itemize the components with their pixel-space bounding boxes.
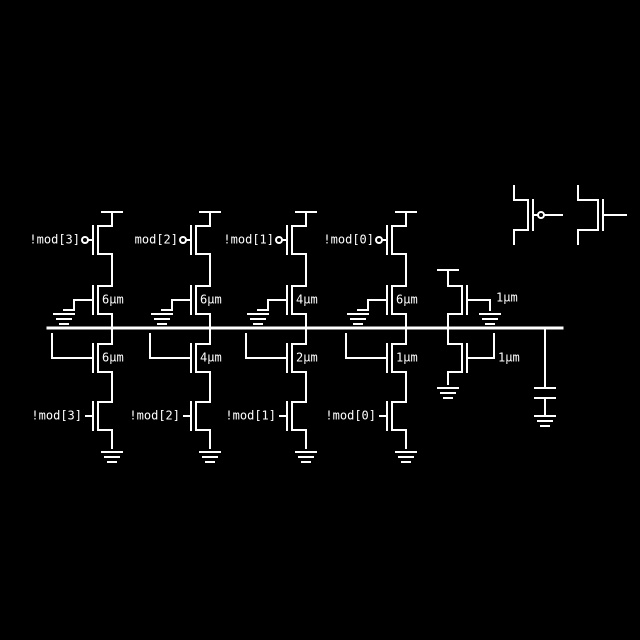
pmos-gate-label-2: mod[2] — [135, 233, 178, 247]
pmos-gate-label-3: !mod[3] — [29, 233, 80, 247]
nmos-width-0 — [345, 327, 407, 391]
pmos-width-label-0: 6µm — [396, 293, 418, 307]
pmos-width-0 — [357, 271, 407, 329]
extra-nmos-width-label: 1µm — [498, 351, 520, 365]
pmos-gate-label-0: !mod[0] — [323, 233, 374, 247]
pmos-gate-ground-icon-2 — [151, 313, 173, 325]
pmos-gate-ground-icon-1 — [247, 313, 269, 325]
ground-icon-1 — [295, 451, 317, 463]
nmos-gate-label-0: !mod[0] — [325, 409, 376, 423]
pmos-width-1 — [257, 271, 307, 329]
pmos-symbol-key — [513, 185, 563, 245]
nmos-bottom-0 — [379, 389, 407, 449]
ground-icon-2 — [199, 451, 221, 463]
nmos-width-label-1: 2µm — [296, 351, 318, 365]
pmos-width-2 — [161, 271, 211, 329]
extra-pmos — [447, 269, 491, 329]
nmos-width-1 — [245, 327, 307, 391]
ground-icon-3 — [101, 451, 123, 463]
extra-nmos-ground-icon — [437, 387, 459, 399]
output-capacitor — [534, 327, 556, 417]
nmos-gate-label-3: !mod[3] — [31, 409, 82, 423]
nmos-width-label-3: 6µm — [102, 351, 124, 365]
extra-pmos-width-label: 1µm — [496, 291, 518, 305]
nmos-gate-label-1: !mod[1] — [225, 409, 276, 423]
pmos-top-3 — [81, 211, 113, 273]
nmos-width-3 — [51, 327, 113, 391]
nmos-symbol-key — [577, 185, 627, 245]
extra-pmos-ground-icon — [479, 313, 501, 325]
nmos-gate-label-2: !mod[2] — [129, 409, 180, 423]
nmos-width-2 — [149, 327, 211, 391]
pmos-gate-ground-icon-0 — [347, 313, 369, 325]
pmos-gate-label-1: !mod[1] — [223, 233, 274, 247]
nmos-width-label-0: 1µm — [396, 351, 418, 365]
nmos-bottom-3 — [85, 389, 113, 449]
pmos-width-label-1: 4µm — [296, 293, 318, 307]
pmos-width-label-2: 6µm — [200, 293, 222, 307]
nmos-bottom-1 — [279, 389, 307, 449]
nmos-bottom-2 — [183, 389, 211, 449]
extra-nmos — [447, 327, 495, 385]
pmos-top-0 — [375, 211, 407, 273]
pmos-top-1 — [275, 211, 307, 273]
ground-icon-0 — [395, 451, 417, 463]
capacitor-ground-icon — [534, 415, 556, 427]
nmos-width-label-2: 4µm — [200, 351, 222, 365]
pmos-gate-ground-icon-3 — [53, 313, 75, 325]
pmos-top-2 — [179, 211, 211, 273]
pmos-width-label-3: 6µm — [102, 293, 124, 307]
pmos-width-3 — [63, 271, 113, 329]
